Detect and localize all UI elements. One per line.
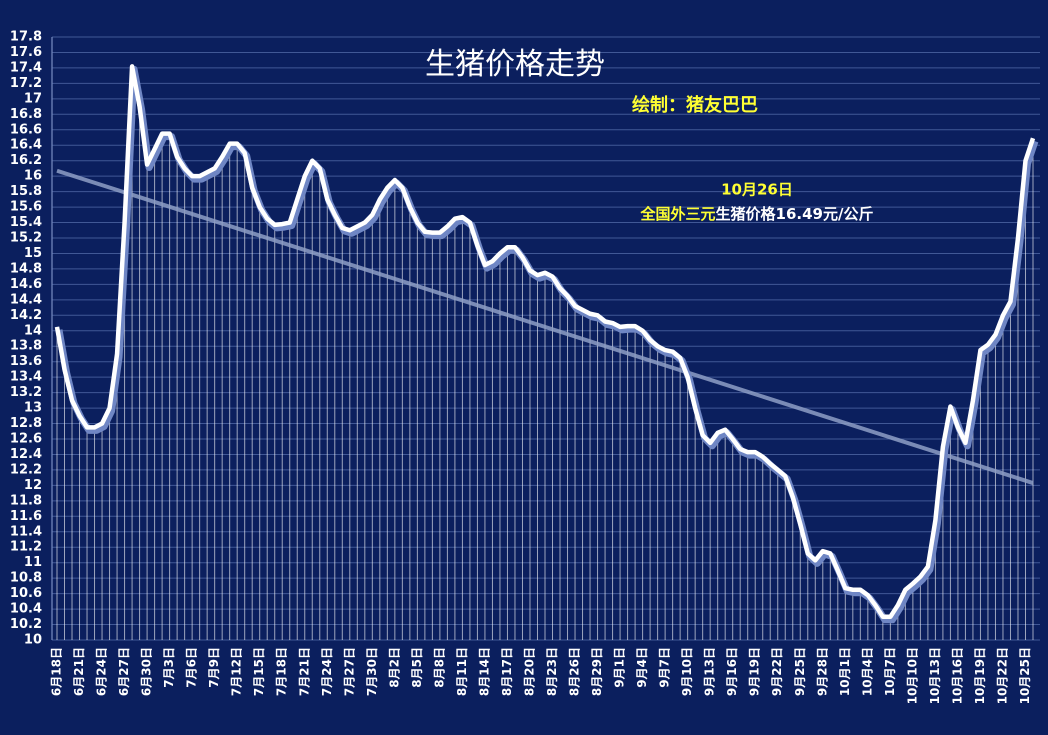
y-tick-label: 17 (24, 91, 42, 106)
x-tick-label: 8月17日 (500, 647, 514, 696)
x-tick-label: 9月19日 (748, 647, 762, 696)
y-tick-label: 10.8 (10, 571, 42, 586)
y-tick-label: 12 (24, 478, 42, 493)
drop-lines (56, 66, 1034, 640)
x-tick-label: 9月7日 (658, 647, 672, 688)
y-tick-label: 16.8 (10, 107, 42, 122)
labels: 1010.210.410.610.81111.211.411.611.81212… (10, 30, 1032, 705)
trendline (56, 168, 1034, 485)
x-tick-label: 7月3日 (162, 647, 176, 688)
x-tick-label: 8月23日 (545, 647, 559, 696)
y-tick-label: 16.4 (10, 138, 42, 153)
y-tick-label: 17.8 (10, 30, 42, 45)
y-tick-label: 16 (24, 169, 42, 184)
y-tick-label: 17.6 (10, 45, 42, 60)
x-tick-label: 7月9日 (207, 647, 221, 688)
y-tick-label: 12.2 (10, 462, 42, 477)
y-tick-label: 13.2 (10, 385, 42, 400)
y-tick-label: 15.4 (10, 215, 42, 230)
y-tick-label: 14 (24, 323, 42, 338)
y-tick-label: 15 (24, 246, 42, 261)
y-tick-label: 11.2 (10, 540, 42, 555)
y-tick-label: 16.2 (10, 153, 42, 168)
y-tick-label: 11.8 (10, 493, 42, 508)
x-tick-label: 10月25日 (1018, 647, 1032, 704)
x-tick-label: 8月8日 (432, 647, 446, 688)
x-tick-label: 9月22日 (770, 647, 784, 696)
y-tick-label: 17.4 (10, 60, 42, 75)
y-tick-label: 11.4 (10, 524, 42, 539)
x-tick-label: 7月24日 (320, 647, 334, 696)
annotation-date: 10月26日 (721, 181, 793, 199)
y-tick-label: 14.2 (10, 308, 42, 323)
y-tick-label: 10.2 (10, 617, 42, 632)
x-tick-label: 9月13日 (703, 647, 717, 696)
y-tick-label: 10.6 (10, 586, 42, 601)
x-tick-label: 6月30日 (140, 647, 154, 696)
x-tick-label: 7月27日 (342, 647, 356, 696)
x-tick-label: 10月1日 (838, 647, 852, 696)
x-tick-label: 6月18日 (50, 647, 64, 696)
x-tick-label: 8月2日 (387, 647, 401, 688)
y-tick-label: 17.2 (10, 76, 42, 91)
x-tick-label: 8月11日 (455, 647, 469, 696)
y-tick-label: 13 (24, 401, 42, 416)
y-tick-label: 12.8 (10, 416, 42, 431)
y-tick-label: 13.8 (10, 339, 42, 354)
x-tick-label: 10月10日 (905, 647, 919, 704)
x-tick-label: 7月18日 (275, 647, 289, 696)
x-tick-label: 10月19日 (973, 647, 987, 704)
y-tick-label: 16.6 (10, 122, 42, 137)
x-tick-label: 6月21日 (72, 647, 86, 696)
x-tick-label: 7月21日 (297, 647, 311, 696)
x-tick-label: 10月13日 (928, 647, 942, 704)
x-tick-label: 10月7日 (883, 647, 897, 696)
x-tick-label: 6月27日 (117, 647, 131, 696)
x-tick-label: 9月4日 (635, 647, 649, 688)
x-tick-label: 8月14日 (477, 647, 491, 696)
y-tick-label: 10.4 (10, 602, 42, 617)
y-tick-label: 14.8 (10, 261, 42, 276)
x-tick-label: 8月5日 (410, 647, 424, 688)
y-tick-label: 11 (24, 555, 42, 570)
y-tick-label: 12.4 (10, 447, 42, 462)
annotation-breed: 全国外三元 (640, 205, 716, 223)
x-tick-label: 9月10日 (680, 647, 694, 696)
x-tick-label: 9月16日 (725, 647, 739, 696)
chart-title: 生猪价格走势 (425, 47, 605, 82)
x-tick-label: 7月12日 (230, 647, 244, 696)
x-tick-label: 7月6日 (185, 647, 199, 688)
x-tick-label: 10月16日 (950, 647, 964, 704)
marks (54, 64, 1039, 624)
x-tick-label: 8月20日 (522, 647, 536, 696)
x-tick-label: 6月24日 (95, 647, 109, 696)
y-tick-label: 13.6 (10, 354, 42, 369)
y-tick-label: 10 (24, 633, 42, 648)
x-tick-label: 9月25日 (793, 647, 807, 696)
y-tick-label: 15.2 (10, 231, 42, 246)
y-tick-label: 12.6 (10, 432, 42, 447)
x-tick-label: 10月22日 (995, 647, 1009, 704)
y-tick-label: 14.4 (10, 292, 42, 307)
x-tick-label: 7月30日 (365, 647, 379, 696)
x-tick-label: 9月28日 (815, 647, 829, 696)
y-tick-label: 15.8 (10, 184, 42, 199)
x-tick-label: 7月15日 (252, 647, 266, 696)
y-tick-label: 11.6 (10, 509, 42, 524)
x-tick-label: 9月1日 (613, 647, 627, 688)
price-line (54, 64, 1036, 620)
annotation: 全国外三元生猪价格16.49元/公斤 (640, 205, 874, 223)
y-tick-label: 15.6 (10, 200, 42, 215)
x-tick-label: 8月26日 (568, 647, 582, 696)
y-tick-label: 13.4 (10, 370, 42, 385)
x-tick-label: 8月29日 (590, 647, 604, 696)
x-tick-label: 10月4日 (860, 647, 874, 696)
credit: 绘制：猪友巴巴 (632, 94, 758, 116)
grid (51, 36, 1040, 641)
y-tick-label: 14.6 (10, 277, 42, 292)
annotation-text: 生猪价格16.49元/公斤 (716, 205, 874, 223)
